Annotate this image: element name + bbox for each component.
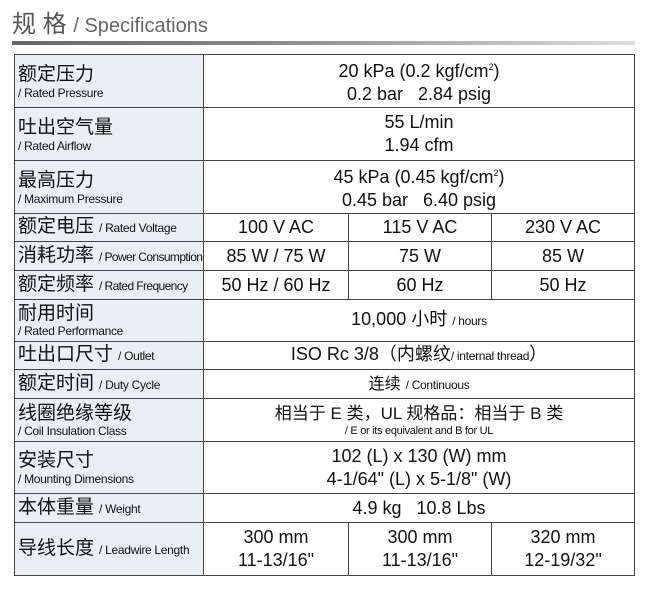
table-row: 额定频率 / Rated Frequency 50 Hz / 60 Hz 60 …	[14, 270, 635, 300]
table-row: 最高压力 / Maximum Pressure 45 kPa (0.45 kgf/…	[14, 160, 635, 214]
table-row: 吐出口尺寸 / Outlet ISO Rc 3/8（内螺纹/ internal …	[14, 341, 635, 370]
page-title: 规 格 / Specifications	[12, 4, 208, 39]
row-value: 45 kPa (0.45 kgf/cm2) 0.45 bar 6.40 psig	[203, 160, 635, 214]
row-value: 75 W	[348, 241, 492, 271]
row-value: 85 W / 75 W	[203, 241, 349, 271]
table-row: 额定压力 / Rated Pressure 20 kPa (0.2 kgf/cm2…	[14, 54, 635, 108]
row-value: 60 Hz	[348, 270, 492, 300]
row-value: 230 V AC	[491, 213, 635, 242]
row-label: 本体重量 / Weight	[14, 493, 204, 523]
row-value: 50 Hz	[491, 270, 635, 300]
table-row: 本体重量 / Weight 4.9 kg 10.8 Lbs	[14, 493, 635, 523]
table-row: 吐出空气量 / Rated Airflow 55 L/min 1.94 cfm	[14, 107, 635, 161]
row-value: 4.9 kg 10.8 Lbs	[203, 493, 635, 523]
row-label: 耐用时间 / Rated Performance	[14, 299, 204, 342]
row-label: 吐出空气量 / Rated Airflow	[14, 107, 204, 161]
title-divider	[12, 41, 635, 45]
row-value: 85 W	[491, 241, 635, 271]
row-label: 消耗功率 / Power Consumption	[14, 241, 204, 271]
row-value: 320 mm 12-19/32"	[491, 522, 635, 576]
title-en: / Specifications	[73, 15, 208, 37]
row-label: 额定时间 / Duty Cycle	[14, 369, 204, 399]
row-value: 相当于 E 类，UL 规格品：相当于 B 类 / E or its equival…	[203, 398, 635, 442]
table-row: 消耗功率 / Power Consumption 85 W / 75 W 75 …	[14, 241, 635, 271]
table-row: 线圈绝缘等级 / Coil Insulation Class 相当于 E 类，UL…	[14, 398, 635, 442]
table-row: 耐用时间 / Rated Performance 10,000 小时 / hour…	[14, 299, 635, 342]
row-label: 额定频率 / Rated Frequency	[14, 270, 204, 300]
table-row: 导线长度 / Leadwire Length 300 mm 11-13/16" 3…	[14, 522, 635, 576]
row-label: 导线长度 / Leadwire Length	[14, 522, 204, 576]
table-row: 安装尺寸 / Mounting Dimensions 102 (L) x 130 …	[14, 441, 635, 494]
row-value: 115 V AC	[348, 213, 492, 242]
row-value: 300 mm 11-13/16"	[348, 522, 492, 576]
row-value: 100 V AC	[203, 213, 349, 242]
row-label: 额定压力 / Rated Pressure	[14, 54, 204, 108]
row-value: 连续 / Continuous	[203, 369, 635, 399]
row-value: 20 kPa (0.2 kgf/cm2) 0.2 bar 2.84 psig	[203, 54, 635, 108]
table-row: 额定电压 / Rated Voltage 100 V AC 115 V AC 2…	[14, 213, 635, 242]
row-value: 102 (L) x 130 (W) mm 4-1/64" (L) x 5-1/8"…	[203, 441, 635, 494]
row-label: 吐出口尺寸 / Outlet	[14, 341, 204, 370]
row-value: ISO Rc 3/8（内螺纹/ internal thread）	[203, 341, 635, 370]
row-label: 安装尺寸 / Mounting Dimensions	[14, 441, 204, 494]
row-label: 额定电压 / Rated Voltage	[14, 213, 204, 242]
title-zh: 规 格	[12, 11, 67, 38]
table-row: 额定时间 / Duty Cycle 连续 / Continuous	[14, 369, 635, 399]
row-label: 线圈绝缘等级 / Coil Insulation Class	[14, 398, 204, 442]
row-value: 50 Hz / 60 Hz	[203, 270, 349, 300]
specifications-table: 额定压力 / Rated Pressure 20 kPa (0.2 kgf/cm2…	[14, 54, 635, 576]
row-value: 300 mm 11-13/16"	[203, 522, 349, 576]
row-label: 最高压力 / Maximum Pressure	[14, 160, 204, 214]
row-value: 55 L/min 1.94 cfm	[203, 107, 635, 161]
row-value: 10,000 小时 / hours	[203, 299, 635, 342]
